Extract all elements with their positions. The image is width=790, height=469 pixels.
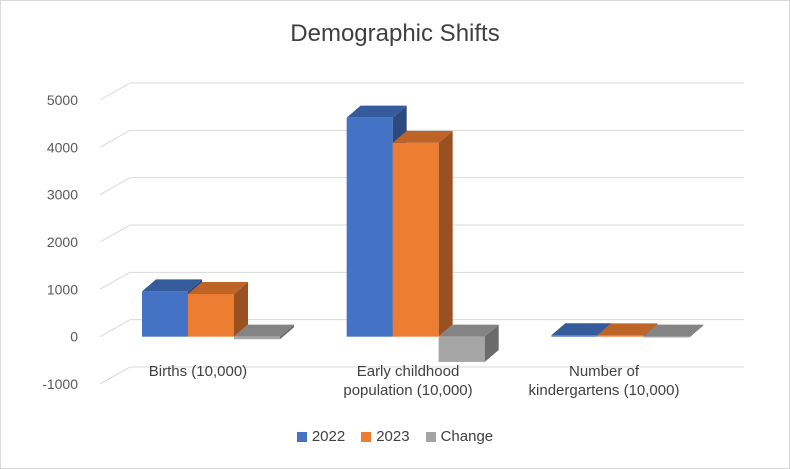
bar (234, 336, 280, 340)
bar-top (142, 279, 202, 292)
bar-top (597, 323, 658, 336)
gridline-diagonal (99, 129, 131, 148)
bar-top (438, 324, 499, 337)
gridline-diagonal (99, 319, 131, 338)
y-tick-label: 0 (70, 329, 78, 345)
chart-title: Demographic Shifts (290, 20, 500, 47)
gridline-diagonal (99, 224, 131, 243)
gridline-diagonal (99, 366, 131, 385)
legend-label: 2023 (376, 428, 410, 445)
y-tick-label: -1000 (42, 376, 78, 392)
bar (643, 336, 690, 338)
gridline-diagonal (99, 271, 131, 290)
bar-side (438, 130, 453, 337)
bar (392, 142, 439, 337)
bar-top (188, 281, 248, 294)
legend-item-2023: 2023 (361, 428, 410, 445)
bar (438, 336, 485, 362)
bar (346, 117, 393, 337)
legend-item-change: Change (425, 428, 494, 445)
y-tick-label: 2000 (47, 234, 78, 250)
bar-top (551, 323, 612, 336)
legend-swatch (296, 431, 307, 442)
bar (597, 335, 644, 337)
legend-label: 2022 (311, 428, 346, 445)
x-category-label: kindergartens (10,000) (529, 382, 680, 399)
legend-label: Change (440, 428, 494, 445)
legend: 2022 2023 Change (0, 428, 790, 445)
y-tick-label: 3000 (47, 187, 78, 203)
x-category-label: Births (10,000) (149, 363, 247, 380)
bar-top (234, 324, 294, 337)
bar-top (392, 130, 453, 143)
bar-side (234, 281, 248, 337)
legend-swatch (425, 431, 436, 442)
bar-side (484, 324, 499, 362)
y-tick-label: 1000 (47, 281, 78, 297)
y-tick-label: 4000 (47, 139, 78, 155)
legend-swatch (361, 431, 372, 442)
x-category-label: population (10,000) (343, 382, 472, 399)
legend-item-2022: 2022 (296, 428, 346, 445)
gridline-diagonal (99, 177, 131, 196)
bar-top (643, 324, 704, 337)
bar-top (346, 105, 407, 118)
y-tick-label: 5000 (47, 92, 78, 108)
bar (551, 335, 598, 337)
x-category-label: Early childhood (357, 363, 460, 380)
bar-side (643, 323, 658, 337)
bar (188, 293, 234, 337)
bar (142, 291, 188, 337)
x-category-label: Number of (569, 363, 640, 380)
bar-side (280, 324, 294, 340)
gridline-diagonal (99, 82, 131, 101)
bar-side (689, 324, 704, 338)
